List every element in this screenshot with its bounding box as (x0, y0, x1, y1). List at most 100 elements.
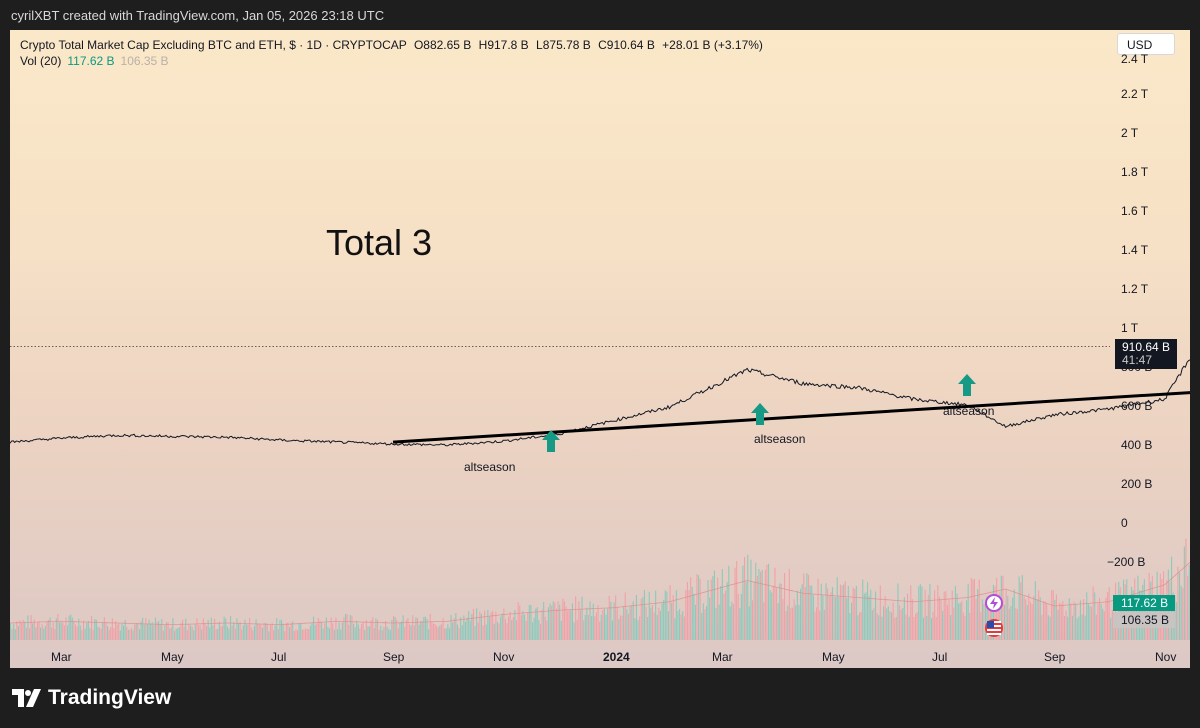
volume-bar (605, 614, 607, 640)
volume-bar (707, 580, 709, 640)
volume-bar (131, 628, 133, 640)
volume-bar (814, 611, 816, 640)
footer-bar: TradingView (0, 668, 1200, 728)
volume-bar (575, 596, 577, 640)
volume-bar (839, 584, 841, 640)
volume-bar (41, 624, 43, 640)
volume-bar (674, 618, 676, 640)
volume-bar (389, 630, 391, 640)
volume-bar (923, 617, 925, 640)
volume-bar (820, 583, 822, 640)
volume-bar (626, 608, 628, 640)
volume-bar (399, 622, 401, 640)
volume-bar (942, 610, 944, 640)
bar-countdown: 41:47 (1122, 353, 1153, 367)
volume-bar (720, 586, 722, 640)
volume-bar (186, 630, 188, 640)
volume-bar (721, 569, 723, 640)
volume-bar (637, 620, 639, 640)
volume-bar (1026, 605, 1028, 640)
volume-bar (209, 627, 211, 640)
volume-bar (836, 577, 838, 640)
time-axis-tick: Sep (1044, 650, 1066, 664)
volume-bar (91, 615, 93, 640)
volume-bar (886, 608, 888, 640)
volume-bar (14, 629, 16, 640)
volume-bar (1108, 587, 1110, 640)
volume-bar (578, 601, 580, 640)
volume-bar (635, 595, 637, 640)
us-flag-event-icon[interactable] (985, 619, 1003, 637)
volume-bar (394, 617, 396, 640)
volume-bar (361, 624, 363, 640)
volume-bar (369, 626, 371, 640)
volume-bar (918, 586, 920, 640)
volume-bar (1110, 617, 1112, 640)
volume-bar (190, 625, 192, 640)
volume-bar (591, 616, 593, 640)
price-chart[interactable] (10, 30, 1190, 668)
volume-bar (607, 608, 609, 640)
volume-bar (828, 596, 830, 640)
volume-bar (268, 631, 270, 640)
volume-bar (946, 604, 948, 640)
volume-bar (503, 608, 505, 640)
volume-bar (712, 576, 714, 640)
volume-bar (878, 615, 880, 640)
volume-bar (129, 629, 131, 640)
volume-bar (632, 601, 634, 640)
volume-bar (616, 606, 618, 640)
volume-bar (444, 628, 446, 640)
volume-bar (579, 610, 581, 640)
volume-bar (426, 618, 428, 640)
volume-bar (618, 619, 620, 640)
price-axis-tick: 2 T (1121, 126, 1139, 140)
volume-bar (490, 612, 492, 640)
ohlc-change: +28.01 B (+3.17%) (662, 38, 763, 52)
price-axis-tick: 1.6 T (1121, 204, 1149, 218)
volume-bar (1030, 602, 1032, 640)
volume-bar (831, 587, 833, 640)
price-axis-tick: −200 B (1107, 555, 1146, 569)
volume-bar (246, 624, 248, 640)
event-lightning-icon[interactable] (985, 594, 1003, 612)
volume-bar (276, 618, 278, 640)
volume-bar (573, 622, 575, 640)
volume-bar (188, 624, 190, 640)
volume-bar (119, 630, 121, 640)
volume-bar (1175, 602, 1177, 640)
volume-bar (1033, 596, 1035, 640)
volume-bar (992, 584, 994, 640)
volume-bar (63, 625, 65, 640)
volume-bar (916, 612, 918, 640)
volume-bar (1103, 611, 1105, 640)
volume-bar (639, 616, 641, 640)
volume-bar (653, 612, 655, 640)
price-series-line (10, 359, 1190, 447)
volume-bar (487, 609, 489, 640)
volume-bar (902, 608, 904, 640)
volume-bar (261, 627, 263, 640)
volume-bar (420, 621, 422, 640)
volume-bar (111, 618, 113, 640)
volume-bar (448, 628, 450, 640)
volume-bar (961, 600, 963, 640)
chart-panel[interactable]: Crypto Total Market Cap Excluding BTC an… (10, 30, 1190, 668)
volume-bar (847, 586, 849, 640)
volume-bar (937, 585, 939, 640)
time-axis-tick: May (822, 650, 845, 664)
tradingview-logo[interactable]: TradingView (12, 686, 171, 710)
volume-bar (977, 589, 979, 640)
price-axis-tick: 1.4 T (1121, 243, 1149, 257)
volume-bar (1043, 601, 1045, 640)
volume-bar (943, 591, 945, 640)
volume-bar (287, 622, 289, 640)
volume-bar (685, 589, 687, 640)
volume-bar (519, 605, 521, 640)
volume-bar (1179, 572, 1181, 640)
volume-bar (62, 622, 64, 640)
currency-button[interactable]: USD (1117, 33, 1175, 55)
volume-bar (385, 621, 387, 640)
volume-bar (1185, 538, 1187, 640)
volume-bar (551, 605, 553, 640)
